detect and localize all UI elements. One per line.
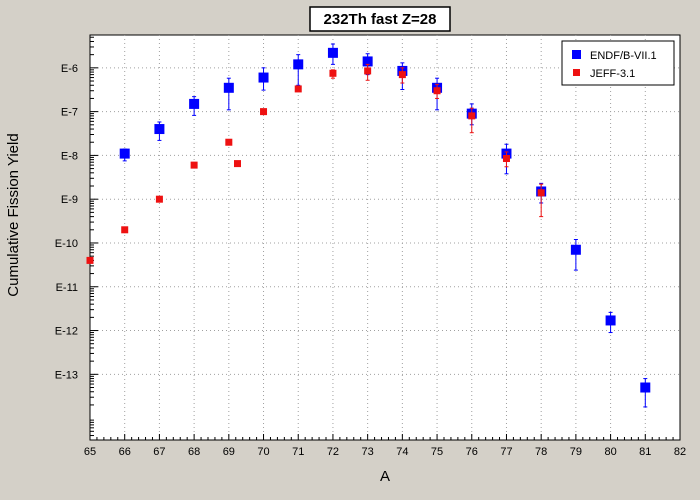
axis-ticks: 65 66 67 68 69 70 71 72 73 74 75 76 77 78 79 80 81 82 E-6 E… [55,36,686,458]
data-point-jeff [225,138,233,146]
data-point-jeff [190,161,198,169]
data-point-jeff [502,154,510,162]
x-tick-label: 68 [188,446,200,458]
x-tick-label: 71 [292,446,304,458]
data-point-jeff [398,71,406,79]
data-point-jeff [364,67,372,75]
x-tick-label: 67 [153,446,165,458]
data-point-jeff [294,85,302,93]
data-point-jeff [329,69,337,77]
y-tick-label: E-13 [55,369,78,381]
chart-title: 232Th fast Z=28 [324,11,437,28]
x-tick-label: 79 [570,446,582,458]
data-point-endf [223,82,234,93]
legend-label-endf: ENDF/B-VII.1 [590,50,657,62]
x-tick-label: 81 [639,446,651,458]
x-tick-label: 73 [362,446,374,458]
data-point-endf [362,56,373,67]
y-tick-label: E-6 [61,63,78,75]
x-tick-label: 82 [674,446,686,458]
data-point-endf [327,47,338,58]
plot-area [89,34,681,441]
legend-label-jeff: JEFF-3.1 [590,68,635,80]
y-tick-label: E-10 [55,238,78,250]
data-point-endf [119,148,130,159]
x-tick-label: 77 [500,446,512,458]
data-point-endf [570,244,581,255]
y-axis-title: Cumulative Fission Yield [5,133,22,296]
data-point-endf [640,382,651,393]
x-tick-label: 66 [119,446,131,458]
chart-title-box [309,6,451,32]
legend-box [561,40,675,86]
x-tick-label: 80 [604,446,616,458]
x-tick-label: 65 [84,446,96,458]
data-point-jeff [86,256,94,264]
y-tick-label: E-11 [56,282,78,294]
legend-marker-endf [572,50,581,59]
x-tick-label: 69 [223,446,235,458]
y-tick-label: E-12 [55,326,78,338]
legend: ENDF/B-VII.1 JEFF-3.1 [561,40,675,86]
x-tick-label: 78 [535,446,547,458]
data-point-jeff [155,195,163,203]
data-point-jeff [260,108,268,116]
x-tick-label: 75 [431,446,443,458]
data-point-jeff [121,226,129,234]
y-tick-label: E-9 [61,194,78,206]
y-tick-label: E-7 [61,107,78,119]
x-tick-label: 74 [396,446,408,458]
data-point-endf [258,72,269,83]
data-point-jeff [433,87,441,95]
x-tick-label: 70 [257,446,269,458]
data-point-jeff [537,189,545,197]
data-point-jeff [234,160,241,168]
x-tick-label: 72 [327,446,339,458]
data-point-endf [154,124,165,135]
data-point-jeff [468,112,476,120]
data-point-endf [189,98,200,109]
data-point-endf [605,315,616,326]
x-axis-title: A [380,468,390,485]
y-tick-label: E-8 [61,150,78,162]
x-tick-label: 76 [466,446,478,458]
legend-marker-jeff [573,69,580,76]
data-point-endf [293,59,304,70]
data-points [86,43,651,408]
